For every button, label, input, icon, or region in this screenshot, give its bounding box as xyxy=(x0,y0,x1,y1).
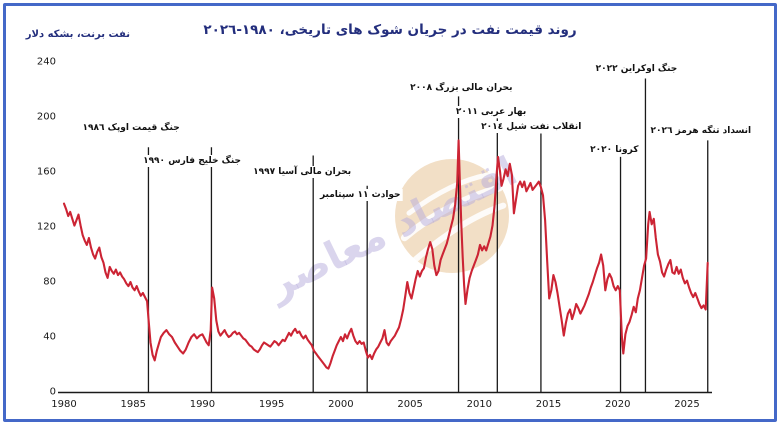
chart-title: روند قیمت نفت در جریان شوک های تاریخی، ١… xyxy=(203,22,577,38)
y-axis-unit-label: نفت برنت، بشکه دلار xyxy=(25,29,130,40)
price-line-series xyxy=(62,139,709,370)
watermark-logo: اقتصاد معاصر xyxy=(259,148,525,309)
